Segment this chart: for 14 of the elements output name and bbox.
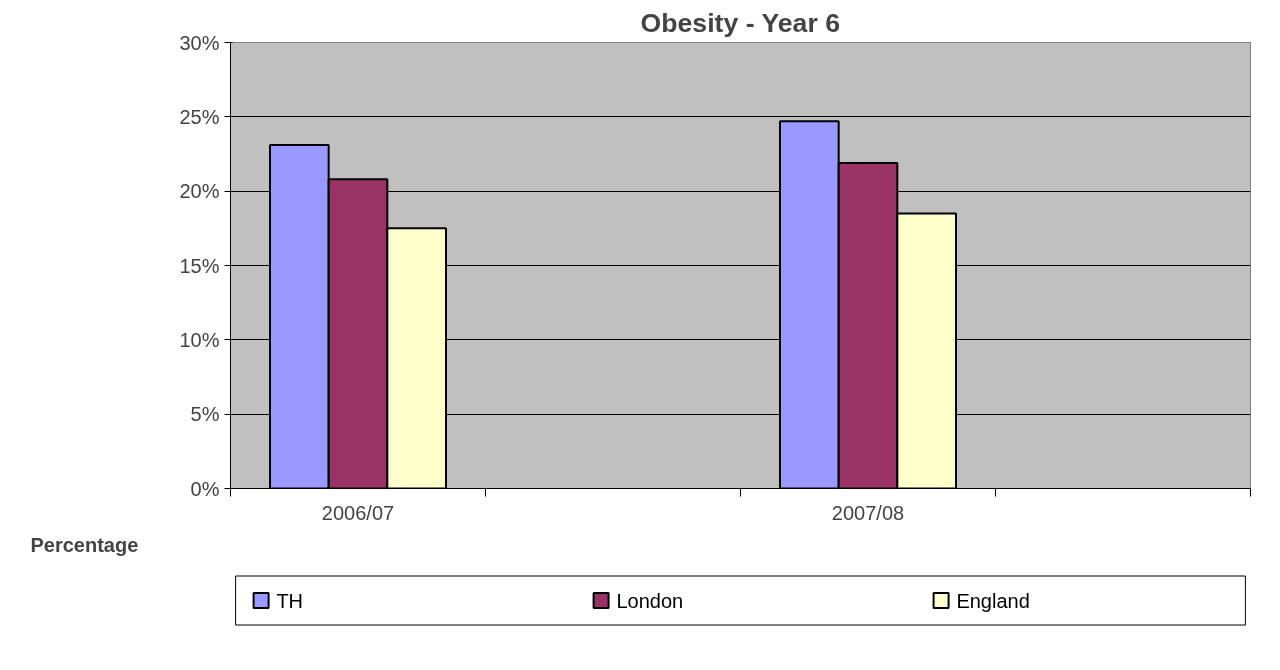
y-tick-label: 25% (179, 105, 220, 128)
legend-label: London (616, 589, 684, 612)
x-axis-title: Percentage (30, 533, 139, 556)
legend-label: TH (276, 589, 304, 612)
y-tick-label: 15% (179, 254, 220, 277)
x-tick-label: 2006/07 (321, 501, 395, 524)
y-tick-label: 20% (179, 180, 220, 203)
chart-title: Obesity - Year 6 (640, 7, 841, 38)
x-tick-label: 2007/08 (831, 501, 905, 524)
y-tick-label: 0% (190, 477, 220, 500)
y-tick-label: 10% (179, 328, 220, 351)
legend-label: England (956, 589, 1030, 612)
y-tick-label: 5% (190, 403, 220, 426)
y-tick-label: 30% (179, 31, 220, 54)
